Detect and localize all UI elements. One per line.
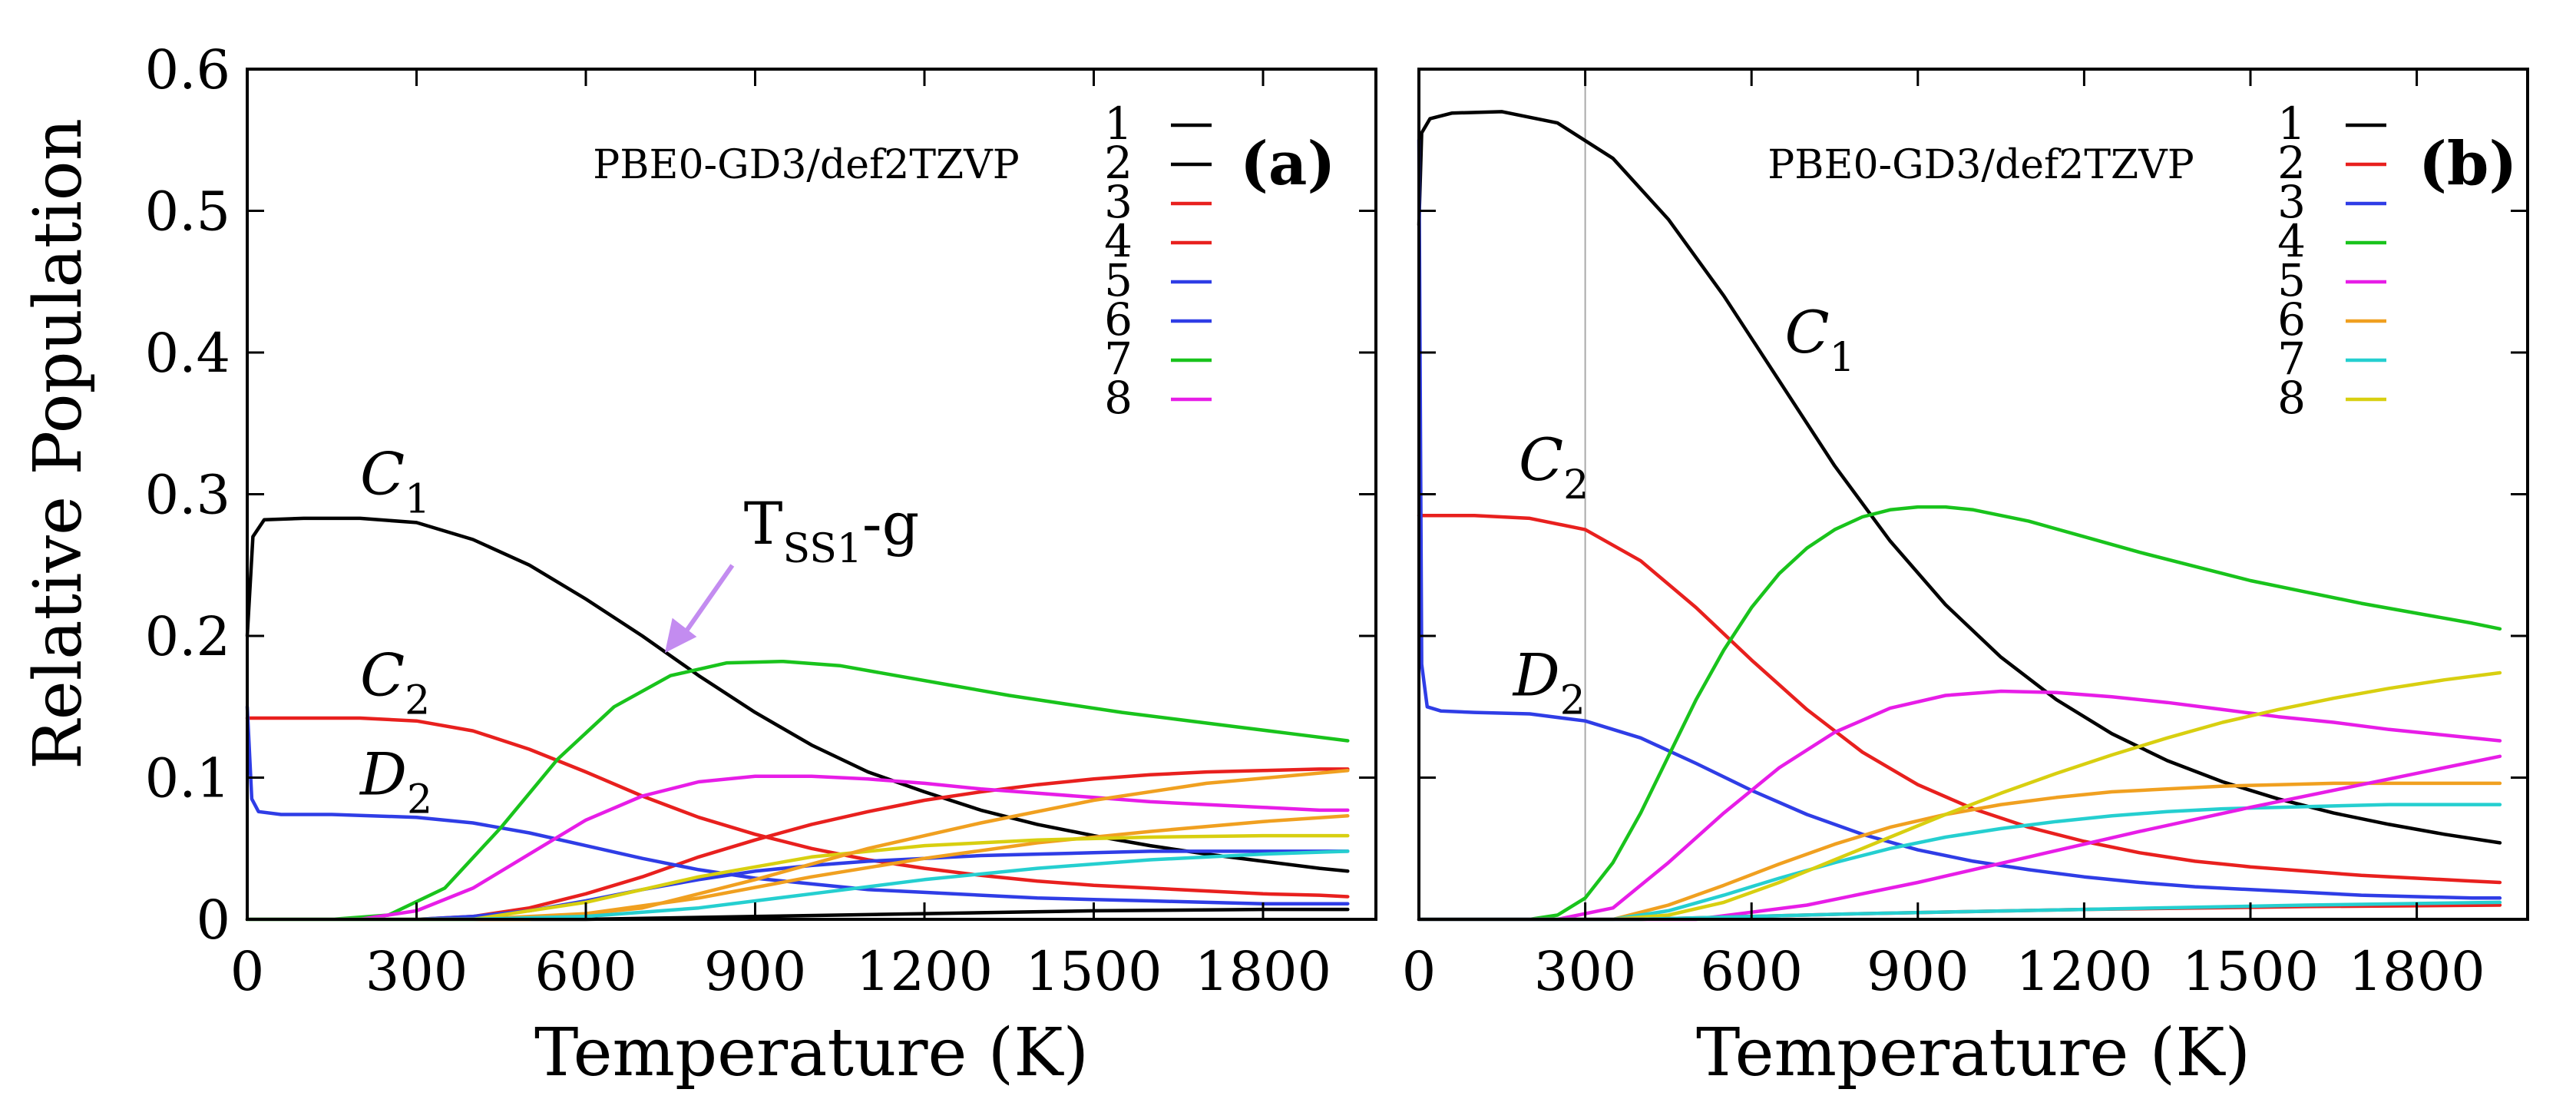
x-tick-label: 1800: [2349, 940, 2485, 1003]
curve-annotation: TSS1-g: [744, 489, 919, 572]
annotation-subscript: SS1: [783, 526, 862, 572]
legend-label: 7: [2277, 333, 2306, 385]
series-line-extra-9: [245, 833, 1350, 922]
x-tick-label: 600: [534, 940, 637, 1003]
legend-label: 7: [1104, 333, 1133, 385]
x-tick-label: 300: [1534, 940, 1637, 1003]
y-axis-label: Relative Population: [20, 118, 97, 770]
x-tick-label: 0: [1402, 940, 1437, 1003]
x-tick-label: 1800: [1195, 940, 1331, 1003]
x-tick-label: 1200: [856, 940, 993, 1003]
annotation-subscript: 2: [407, 777, 432, 823]
series-line-7: [245, 659, 1350, 922]
legend-label: 6: [2277, 293, 2306, 346]
y-tick-label: 0.3: [145, 464, 230, 527]
series-line-1: [1417, 110, 2502, 845]
legend-label: 2: [2277, 137, 2306, 189]
legend-label: 1: [1104, 98, 1133, 150]
series-line-8: [245, 774, 1350, 922]
annotation-arrow-shaft: [680, 564, 735, 639]
annotation-subscript: 1: [1830, 335, 1855, 381]
panel-a: 0 300 600 900 1200 1500 1800 0 0.1 0.2 0.3 0.4 0.5 0.…: [145, 38, 1377, 1091]
y-tick-label: 0: [196, 889, 230, 952]
series-line-6: [1417, 781, 2502, 922]
x-tick-label: 600: [1700, 940, 1803, 1003]
annotation-subscript: 2: [1563, 462, 1589, 508]
curve-annotation: C2: [360, 641, 430, 723]
legend-label: 3: [2277, 176, 2306, 228]
x-tick-label: 1500: [2182, 940, 2319, 1003]
x-tick-label: 900: [1867, 940, 1969, 1003]
x-tick-label: 900: [704, 940, 807, 1003]
x-axis-label: Temperature (K): [534, 1015, 1089, 1091]
curve-annotation: C1: [1785, 298, 1855, 381]
series-line-5: [1417, 689, 2502, 922]
y-tick-label: 0.5: [145, 180, 230, 243]
panel-label: (b): [2419, 129, 2517, 199]
series-line-3: [245, 716, 1350, 899]
legend-label: 5: [1104, 254, 1133, 306]
y-tick-label: 0.4: [145, 322, 230, 385]
annotation-subscript: 2: [1560, 677, 1586, 723]
series-line-extra-10: [1417, 900, 2502, 922]
legend-label: 8: [2277, 372, 2306, 424]
legend-label: 8: [1104, 372, 1133, 424]
y-tick-label: 0.2: [145, 605, 230, 668]
method-label: PBE0-GD3/def2TZVP: [1767, 142, 2194, 188]
x-tick-label: 1500: [1025, 940, 1162, 1003]
x-tick-label: 1200: [2015, 940, 2152, 1003]
annotation-suffix: -g: [862, 489, 919, 558]
series-line-8: [1417, 670, 2502, 922]
legend-label: 1: [2277, 98, 2306, 150]
y-tick-label: 0.1: [145, 747, 230, 810]
legend-label: 4: [2277, 215, 2306, 267]
legend-label: 3: [1104, 176, 1133, 228]
legend-label: 2: [1104, 137, 1133, 189]
curve-annotation: D2: [359, 740, 432, 823]
series-line-4: [245, 767, 1350, 922]
panel-b: 0 300 600 900 1200 1500 1800 Temperature (K) PBE…: [1402, 68, 2529, 1091]
series-line-2: [1417, 513, 2502, 885]
legend-label: 6: [1104, 293, 1133, 346]
series-line-4: [1417, 505, 2502, 922]
method-label: PBE0-GD3/def2TZVP: [593, 142, 1019, 188]
x-axis-label: Temperature (K): [1696, 1015, 2250, 1091]
series-line-2: [245, 516, 1350, 873]
series-line-3: [1417, 137, 2502, 900]
annotation-subscript: 2: [405, 677, 430, 723]
y-tick-label: 0.6: [145, 38, 230, 101]
legend-label: 5: [2277, 254, 2306, 306]
annotation-subscript: 1: [405, 477, 430, 523]
legend-label: 4: [1104, 215, 1133, 267]
x-tick-label: 0: [230, 940, 265, 1003]
annotation-arrow-head: [664, 617, 697, 654]
curve-annotation: D2: [1512, 641, 1586, 723]
series-line-extra-8: [1417, 754, 2502, 922]
curve-annotation: C2: [1519, 425, 1589, 508]
x-tick-label: 300: [365, 940, 468, 1003]
series-line-7: [1417, 803, 2502, 922]
panel-label: (a): [1240, 129, 1335, 199]
curve-annotation: C1: [360, 440, 430, 523]
